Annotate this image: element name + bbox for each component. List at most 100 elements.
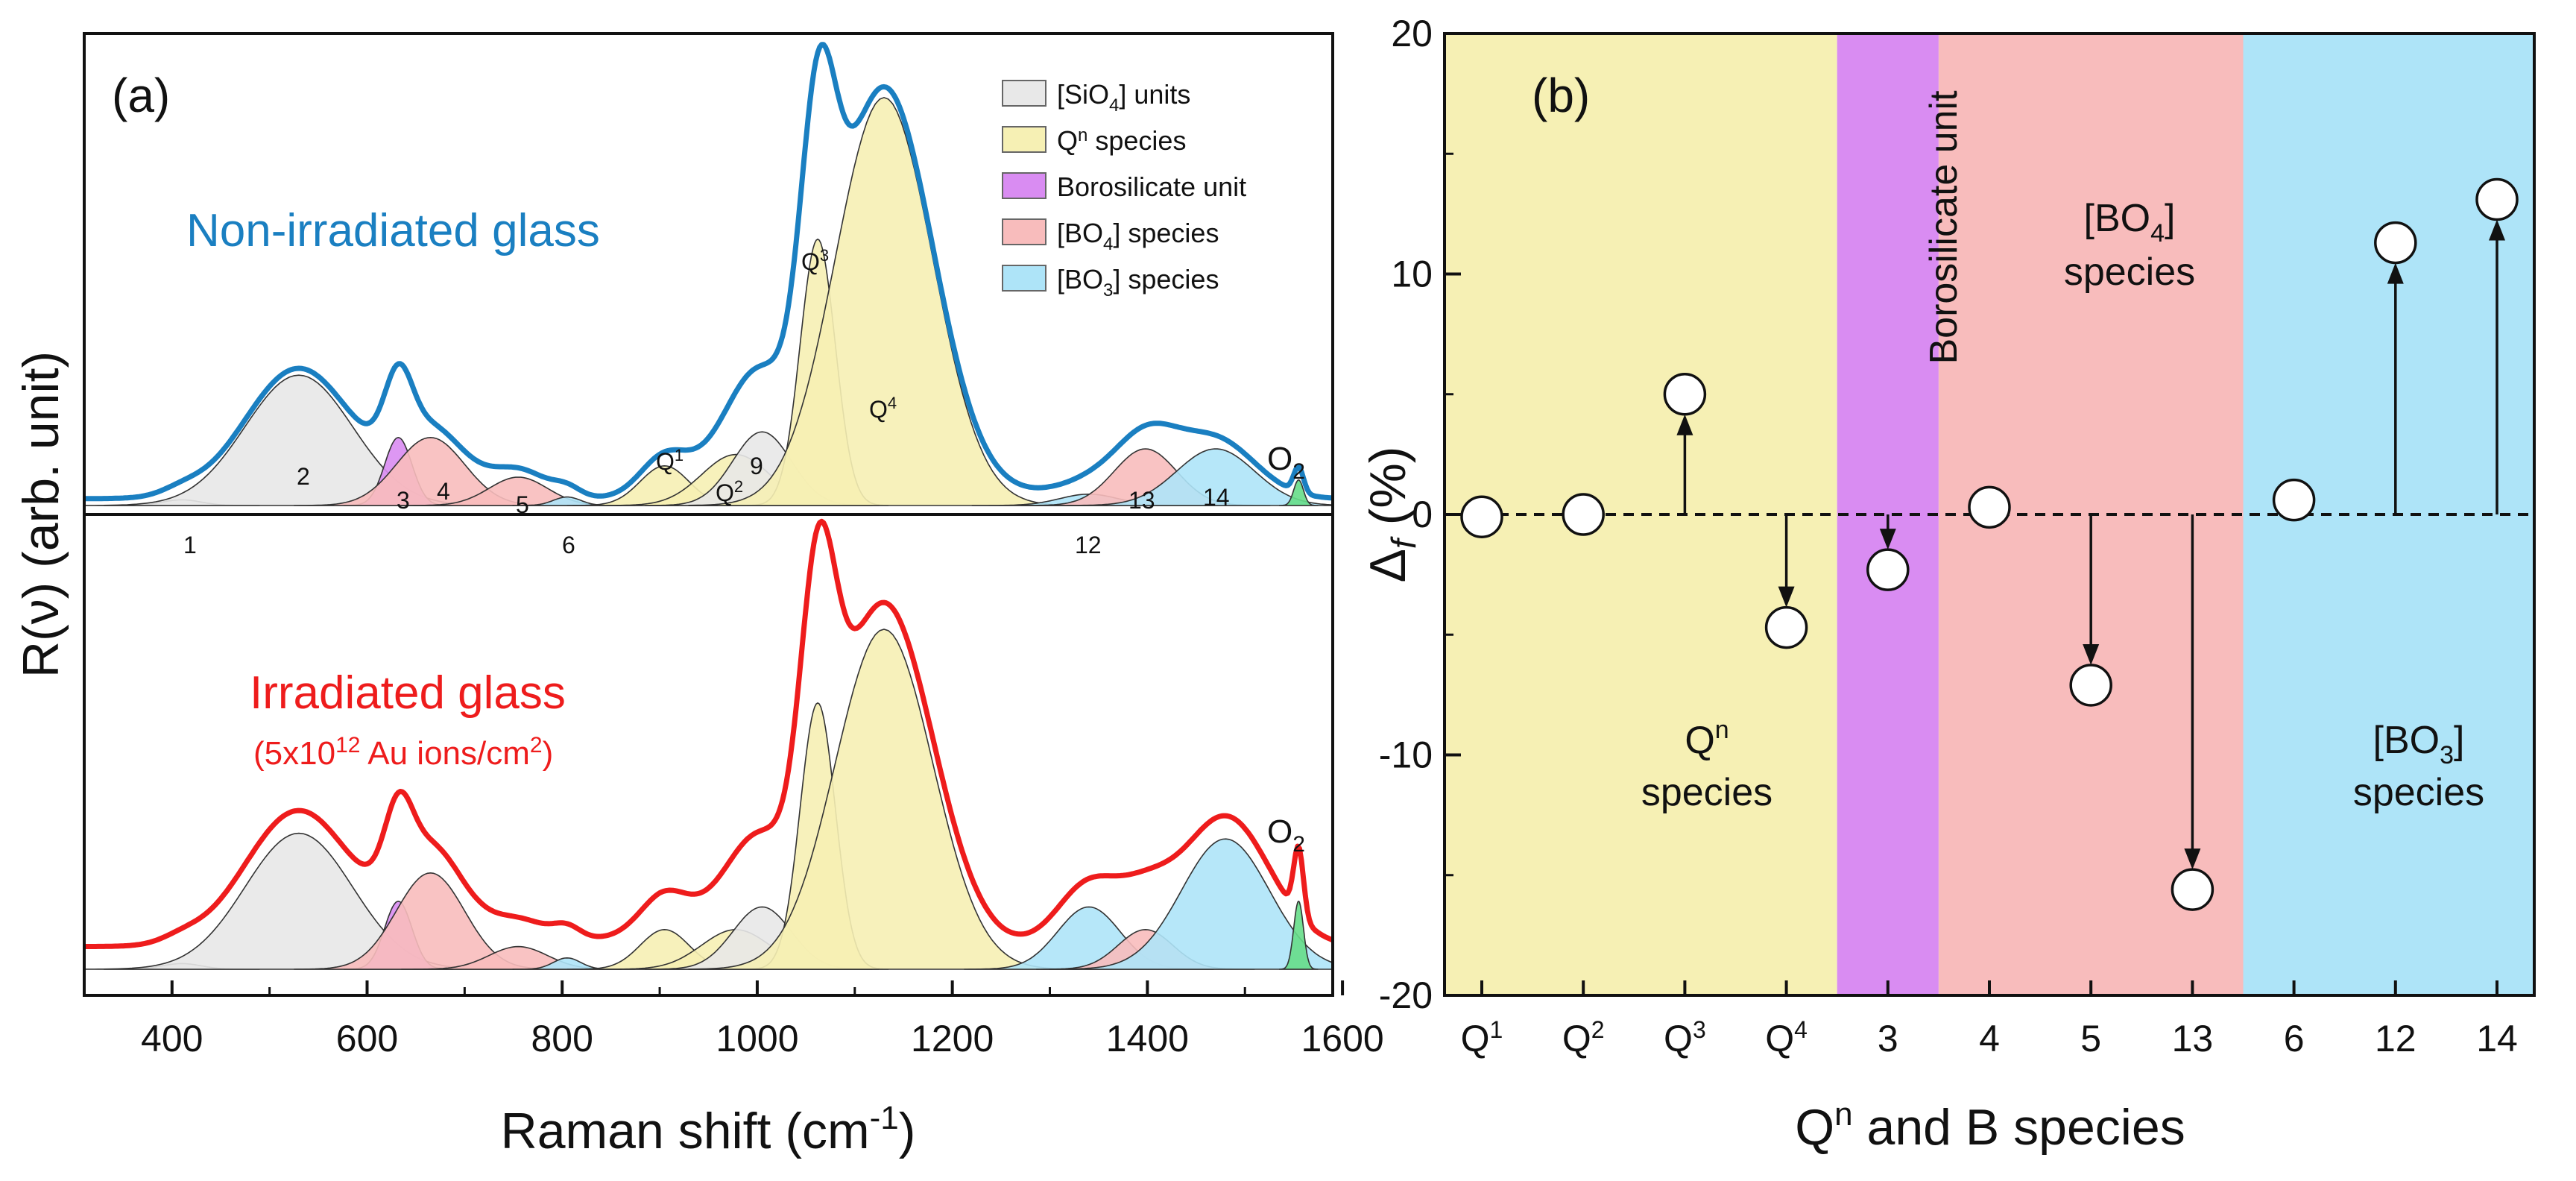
delta-arrow-head-9 (2387, 262, 2404, 284)
legend-qn-rest: species (1087, 125, 1186, 156)
delta-x-sup: n (1834, 1096, 1852, 1133)
top-sum-curve (83, 42, 1333, 502)
q1-sup: 1 (675, 446, 684, 464)
band-qn-main: Q (1685, 719, 1714, 762)
bottom-component-q4 (688, 629, 1080, 970)
delta-arrow-head-6 (2083, 643, 2100, 665)
peak-label-1: 1 (183, 532, 197, 558)
legend: [SiO4] units Qn species Borosilicate uni… (1002, 79, 1246, 300)
delta-category-label-7: 13 (2172, 1018, 2214, 1059)
q4-main: Q (869, 396, 888, 423)
peak-label-3: 3 (397, 487, 410, 514)
delta-x-rest: and B species (1853, 1099, 2185, 1156)
peak-label-q2: Q2 (716, 477, 743, 506)
band-bo4-main: [BO (2084, 197, 2151, 240)
delta-category-label-3: Q4 (1765, 1016, 1808, 1059)
peak-label-6: 6 (562, 532, 575, 558)
delta-category-label-2: Q3 (1664, 1016, 1706, 1059)
delta-category-main-10: 14 (2476, 1018, 2518, 1059)
band-label-bo4: [BO4] (2084, 197, 2176, 248)
delta-arrow-head-7 (2184, 848, 2201, 870)
band-label-bo3: [BO3] (2373, 719, 2465, 769)
peak-label-q3: Q3 (801, 246, 829, 275)
o2-label-top: O2 (1267, 441, 1305, 484)
raman-x-ticks: 400 600 800 1000 1200 1400 1600 (141, 980, 1384, 1059)
delta-y-tick-label-0: 0 (1412, 494, 1433, 535)
delta-category-main-6: 5 (2080, 1018, 2101, 1059)
legend-swatch-bo4 (1002, 218, 1046, 245)
legend-item-qn: Qn species (1057, 125, 1186, 156)
x-title-main: Raman shift (cm (501, 1103, 870, 1159)
q3-main: Q (801, 248, 820, 275)
raman-shapes (83, 42, 1334, 970)
bottom-component-o2 (1279, 900, 1319, 970)
o2-bottom-sub: 2 (1292, 832, 1305, 857)
legend-qn-main: Q (1057, 125, 1078, 156)
delta-x-main: Q (1795, 1099, 1834, 1156)
delta-y-tick-label--10: -10 (1379, 734, 1433, 776)
delta-point-1 (1562, 493, 1605, 536)
delta-arrow-head-4 (1879, 529, 1896, 550)
delta-y-tick-label--20: -20 (1379, 974, 1433, 1016)
raman-x-tick-label-1000: 1000 (716, 1018, 798, 1059)
delta-category-label-5: 4 (1979, 1018, 2000, 1059)
band-bo3-main: [BO (2373, 719, 2440, 762)
delta-point-6 (2069, 664, 2112, 707)
delta-point-0 (1460, 495, 1503, 538)
bottom-curve-subtitle: (5x1012 Au ions/cm2) (253, 733, 553, 772)
legend-sio4-main: [SiO (1057, 79, 1109, 110)
legend-bo4-main: [BO (1057, 218, 1103, 248)
delta-y-axis-title: Δf (%) (1360, 447, 1423, 583)
top-component-o2 (1279, 479, 1319, 506)
legend-item-bo4: [BO4] species (1057, 218, 1219, 254)
delta-point-4 (1866, 548, 1910, 591)
q3-sup: 3 (820, 246, 829, 265)
delta-category-sup-1: 2 (1591, 1016, 1605, 1043)
raman-x-tick-label-1400: 1400 (1106, 1018, 1189, 1059)
delta-point-9 (2374, 221, 2417, 265)
peak-label-13: 13 (1128, 487, 1155, 514)
x-title-end: ) (899, 1103, 916, 1159)
bottom-subtitle-c: ) (543, 735, 554, 772)
legend-bo4-sub: 4 (1103, 234, 1113, 254)
peak-label-q1: Q1 (656, 446, 684, 475)
peak-label-14: 14 (1203, 484, 1230, 511)
legend-swatch-bo3 (1002, 265, 1046, 292)
legend-sio4-rest: ] units (1119, 79, 1190, 110)
legend-bo3-rest: ] species (1113, 264, 1219, 295)
delta-point-3 (1764, 605, 1808, 649)
x-title-sup: -1 (870, 1100, 899, 1136)
delta-category-main-3: Q (1765, 1018, 1794, 1059)
delta-point-5 (1968, 485, 2011, 529)
delta-category-main-5: 4 (1979, 1018, 2000, 1059)
delta-y-tick-label-20: 20 (1391, 13, 1433, 54)
legend-bo3-sub: 3 (1103, 280, 1113, 300)
delta-arrow-head-3 (1778, 586, 1795, 608)
q2-main: Q (716, 479, 734, 506)
delta-category-main-1: Q (1562, 1018, 1591, 1059)
legend-item-boro: Borosilicate unit (1057, 171, 1246, 202)
bottom-subtitle-sup2: 2 (530, 733, 543, 758)
delta-category-label-8: 6 (2284, 1018, 2305, 1059)
delta-category-sup-3: 4 (1794, 1016, 1808, 1043)
delta-arrow-head-10 (2489, 219, 2505, 241)
bottom-component-14 (1049, 838, 1333, 970)
peak-label-9: 9 (750, 453, 763, 479)
raman-x-tick-label-1600: 1600 (1301, 1018, 1383, 1059)
delta-shapes (1445, 177, 2534, 911)
panel-label-b: (b) (1532, 69, 1590, 122)
bottom-subtitle-b: Au ions/cm (360, 735, 529, 772)
legend-bo3-main: [BO (1057, 264, 1103, 295)
delta-y-sub: f (1384, 536, 1423, 549)
raman-x-tick-label-1200: 1200 (911, 1018, 994, 1059)
raman-x-tick-label-400: 400 (141, 1018, 203, 1059)
legend-item-sio4: [SiO4] units (1057, 79, 1190, 116)
delta-category-main-7: 13 (2172, 1018, 2214, 1059)
band-bo4-sub: 4 (2150, 219, 2165, 248)
bottom-curve-title: Irradiated glass (250, 667, 566, 719)
delta-y-rest: (%) (1360, 447, 1416, 540)
raman-y-axis-title: R(ν) (arb. unit) (13, 351, 69, 678)
peak-label-12: 12 (1075, 532, 1102, 558)
legend-bo4-rest: ] species (1113, 218, 1219, 248)
